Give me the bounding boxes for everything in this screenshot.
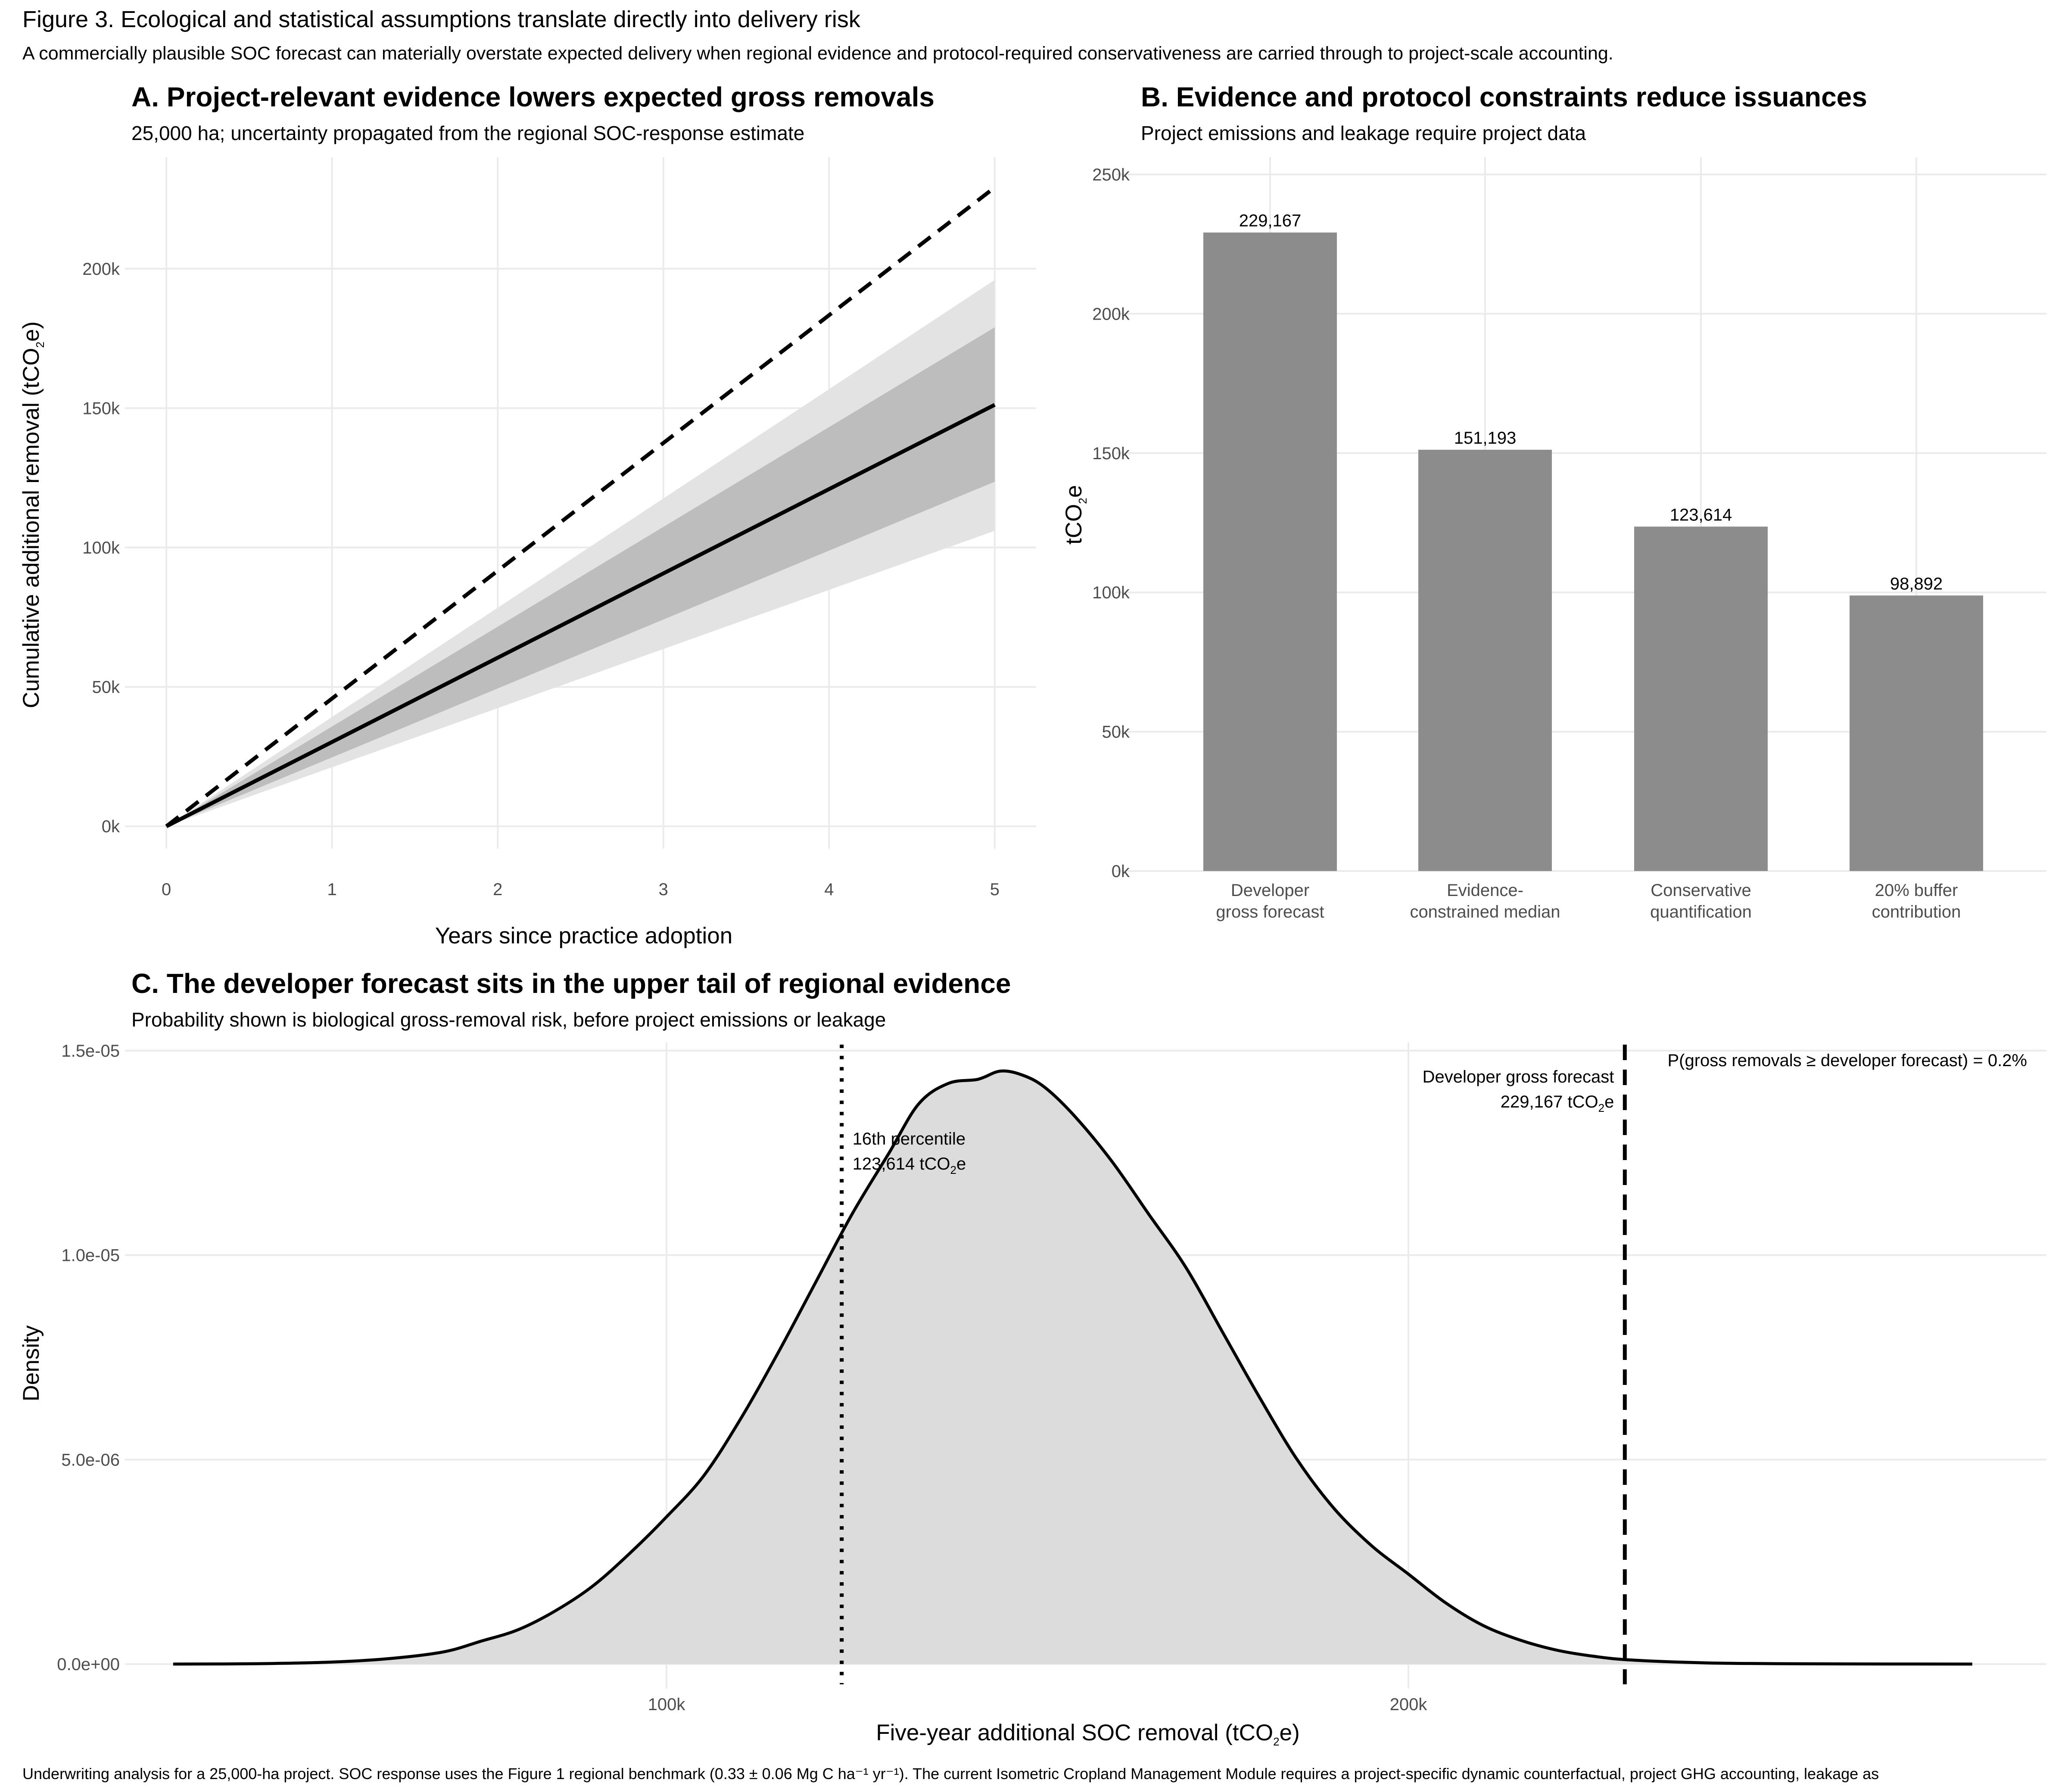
panel-a-x-ticks: 0 1 2 3 4 5 [162, 880, 1000, 899]
panel-c-probability-note: P(gross removals ≥ developer forecast) =… [1667, 1051, 2027, 1070]
uncertainty-band-inner [166, 327, 995, 827]
bar-value-label: 98,892 [1890, 574, 1943, 593]
panel-a-x-axis-label: Years since practice adoption [435, 923, 732, 949]
percentile-annotation-line1: 16th percentile [853, 1129, 965, 1148]
panel-b-value-labels: 229,167 151,193 123,614 98,892 [1239, 212, 1943, 594]
y-tick-label: 150k [1092, 444, 1130, 463]
y-tick-label: 0.0e+00 [57, 1655, 120, 1674]
panel-c-y-axis-label: Density [19, 1325, 44, 1401]
x-tick-label: constrained median [1410, 902, 1560, 921]
y-tick-label: 100k [1092, 583, 1130, 602]
x-tick-label: contribution [1872, 902, 1961, 921]
x-tick-label: Evidence- [1447, 881, 1523, 900]
y-tick-label: 250k [1092, 165, 1130, 184]
panel-b-subtitle: Project emissions and leakage require pr… [1141, 122, 1586, 144]
density-area [173, 1071, 1972, 1664]
panel-a: A. Project-relevant evidence lowers expe… [19, 81, 1036, 949]
panel-b-title: B. Evidence and protocol constraints red… [1141, 81, 1867, 112]
bar [1850, 595, 1983, 871]
percentile-annotation-line2: 123,614 tCO2e [853, 1154, 966, 1176]
panel-c-y-ticks: 0.0e+00 5.0e-06 1.0e-05 1.5e-05 [57, 1042, 120, 1674]
y-tick-label: 200k [82, 260, 120, 279]
bar [1418, 450, 1552, 871]
y-tick-label: 0k [1112, 862, 1130, 881]
uncertainty-band-outer [166, 280, 995, 827]
x-tick-label: 0 [162, 880, 171, 899]
developer-forecast-annotation-line1: Developer gross forecast [1423, 1067, 1614, 1086]
panel-b-x-ticks: Developer gross forecast Evidence-constrai… [1216, 881, 1961, 921]
panel-a-title: A. Project-relevant evidence lowers expe… [131, 81, 934, 112]
panel-a-lines [165, 186, 996, 828]
panel-b-y-ticks: 0k 50k 100k 150k 200k 250k [1092, 165, 1130, 881]
panel-c-x-axis-label: Five-year additional SOC removal (tCO2e) [876, 1720, 1300, 1748]
y-tick-label: 5.0e-06 [61, 1450, 120, 1469]
x-tick-label: 100k [648, 1695, 686, 1714]
panel-b-bars [1203, 232, 1983, 871]
figure-caption: Underwriting analysis for a 25,000-ha pr… [22, 1765, 1879, 1783]
panel-a-bands [166, 280, 995, 827]
panel-c-subtitle: Probability shown is biological gross-re… [131, 1008, 886, 1031]
bar-value-label: 151,193 [1454, 429, 1517, 448]
y-tick-label: 50k [92, 678, 120, 697]
bar [1203, 232, 1337, 871]
x-tick-label: quantification [1650, 902, 1752, 921]
x-tick-label: 2 [493, 880, 502, 899]
panel-c-title: C. The developer forecast sits in the up… [131, 968, 1011, 999]
y-tick-label: 1.0e-05 [61, 1246, 120, 1265]
y-tick-label: 0k [102, 817, 120, 836]
x-tick-label: 20% buffer [1875, 881, 1958, 900]
series-line-median [165, 403, 996, 828]
y-tick-label: 200k [1092, 305, 1130, 324]
figure-title: Figure 3. Ecological and statistical ass… [22, 6, 861, 32]
x-tick-label: 5 [990, 880, 1000, 899]
x-tick-label: Developer [1231, 881, 1309, 900]
panel-a-y-axis-label: Cumulative additional removal (tCO2e) [19, 321, 47, 708]
panel-b: B. Evidence and protocol constraints red… [1061, 81, 2046, 921]
panel-c-density [173, 1069, 1972, 1666]
panel-a-subtitle: 25,000 ha; uncertainty propagated from t… [131, 122, 804, 144]
bar-value-label: 229,167 [1239, 212, 1302, 230]
figure-subtitle: A commercially plausible SOC forecast ca… [22, 43, 1613, 64]
y-tick-label: 150k [82, 399, 120, 418]
panel-c: C. The developer forecast sits in the up… [19, 968, 2046, 1748]
x-tick-label: 4 [824, 880, 834, 899]
x-tick-label: 1 [327, 880, 337, 899]
x-tick-label: gross forecast [1216, 902, 1324, 921]
bar-value-label: 123,614 [1670, 505, 1732, 524]
y-tick-label: 100k [82, 538, 120, 557]
panel-c-reference-lines: 16th percentile 123,614 tCO2e Developer gr… [840, 1045, 1627, 1684]
x-tick-label: 200k [1390, 1695, 1428, 1714]
bar [1634, 526, 1768, 871]
y-tick-label: 50k [1102, 723, 1130, 742]
panel-b-y-axis-label: tCO2e [1061, 485, 1089, 544]
y-tick-label: 1.5e-05 [61, 1042, 120, 1061]
x-tick-label: Conservative [1651, 881, 1751, 900]
panel-a-y-ticks: 0k 50k 100k 150k 200k [82, 260, 120, 836]
panel-c-x-ticks: 100k 200k [648, 1695, 1428, 1714]
developer-forecast-annotation-line2: 229,167 tCO2e [1501, 1092, 1614, 1114]
density-curve [173, 1069, 1972, 1666]
x-tick-label: 3 [659, 880, 668, 899]
